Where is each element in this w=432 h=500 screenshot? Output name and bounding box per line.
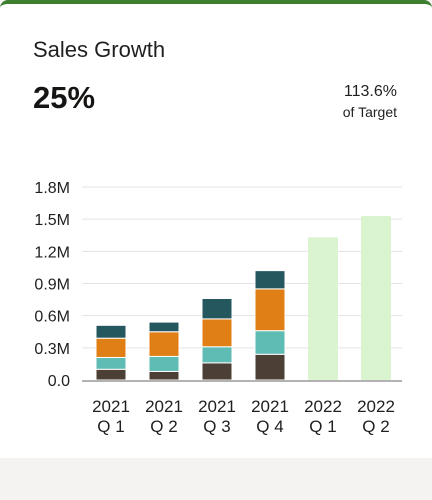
y-tick-label: 0.6M xyxy=(34,309,70,326)
bar-segment[interactable] xyxy=(95,368,127,381)
bar-segment[interactable] xyxy=(148,331,180,357)
x-category-label: Q 2 xyxy=(362,417,389,436)
x-category-label: 2022 xyxy=(304,397,342,416)
x-category-label: Q 1 xyxy=(97,417,124,436)
y-tick-label: 1.8M xyxy=(34,180,70,197)
kpi-value: 25% xyxy=(33,80,96,115)
bar-segment[interactable] xyxy=(201,298,233,320)
bar-segment[interactable] xyxy=(95,356,127,370)
bar-segment[interactable] xyxy=(148,321,180,333)
bar-segment[interactable] xyxy=(201,362,233,381)
bar-segment[interactable] xyxy=(361,215,391,380)
x-category-label: Q 2 xyxy=(150,417,177,436)
bar-segment[interactable] xyxy=(95,337,127,358)
card-title: Sales Growth xyxy=(33,37,166,62)
bar-segment[interactable] xyxy=(201,346,233,364)
x-category-label: Q 1 xyxy=(309,417,336,436)
bar-segment[interactable] xyxy=(148,370,180,381)
bar-segment[interactable] xyxy=(201,318,233,348)
y-tick-label: 0.3M xyxy=(34,341,70,358)
y-tick-label: 1.5M xyxy=(34,212,70,229)
bar-segment[interactable] xyxy=(95,324,127,339)
target-summary: 113.6% of Target xyxy=(343,82,397,122)
bar-segment[interactable] xyxy=(254,288,286,332)
y-tick-label: 0.9M xyxy=(34,277,70,294)
target-percentage: 113.6% xyxy=(343,83,397,100)
bar-segment[interactable] xyxy=(254,270,286,290)
gridlines xyxy=(82,186,402,349)
y-axis-tick-labels: 0.0 0.3M 0.6M 0.9M 1.2M 1.5M 1.8M xyxy=(34,180,70,390)
bar-segment[interactable] xyxy=(148,355,180,372)
x-category-label: 2021 xyxy=(145,397,183,416)
x-category-label: 2021 xyxy=(251,397,289,416)
x-category-label: 2022 xyxy=(357,397,395,416)
bar-segment[interactable] xyxy=(308,237,338,380)
sales-growth-card: Sales Growth 25% 113.6% of Target 0.0 0.3… xyxy=(0,0,432,458)
y-tick-label: 0.0 xyxy=(48,373,70,390)
bar-segment[interactable] xyxy=(254,330,286,355)
x-category-label: 2021 xyxy=(92,397,130,416)
bar-segment[interactable] xyxy=(254,353,286,381)
y-tick-label: 1.2M xyxy=(34,244,70,261)
x-category-label: Q 4 xyxy=(256,417,283,436)
bars xyxy=(95,215,391,381)
target-label: of Target xyxy=(342,104,397,120)
x-category-label: Q 3 xyxy=(203,417,230,436)
card-footer xyxy=(0,458,432,500)
x-category-label: 2021 xyxy=(198,397,236,416)
